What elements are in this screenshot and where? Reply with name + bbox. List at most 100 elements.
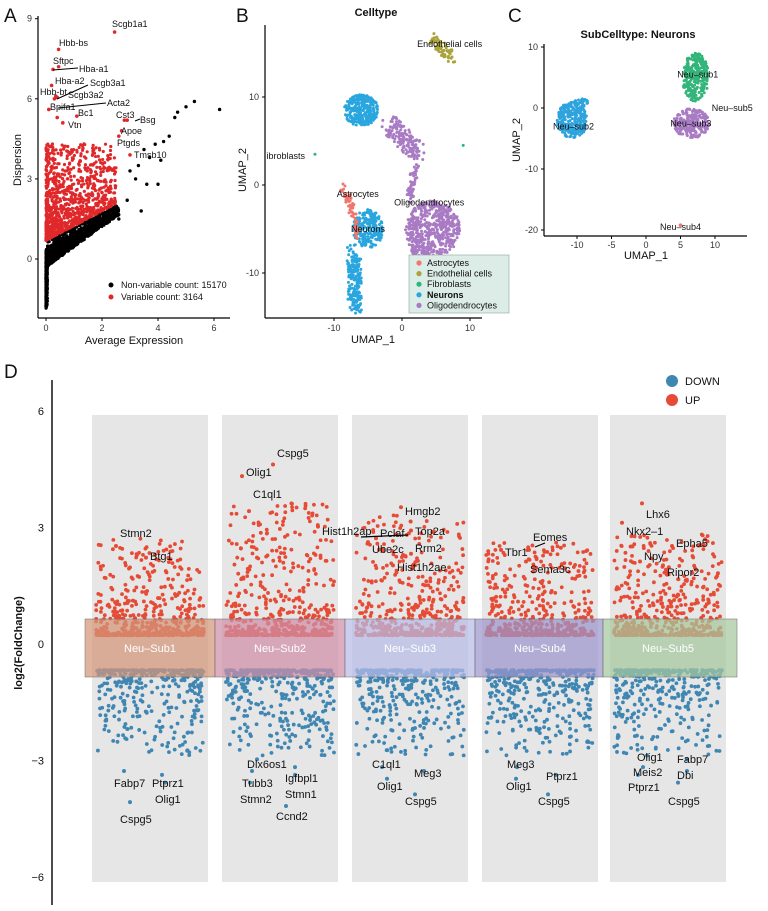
oligodendrocyte-cell: [410, 243, 414, 247]
up-gene-point: [134, 602, 139, 607]
neuron-cell: [374, 237, 378, 241]
up-gene-point: [179, 611, 184, 616]
variable-point: [44, 238, 48, 242]
oligodendrocyte-cell: [401, 141, 405, 145]
oligodendrocyte-cell: [437, 236, 441, 240]
gene-label: Scgb3a1: [90, 78, 126, 88]
x-tick-label: -10: [570, 240, 583, 250]
variable-point: [56, 211, 60, 215]
nonvariable-point: [44, 270, 48, 274]
variable-point: [91, 149, 95, 153]
neuron-cell: [363, 220, 367, 224]
nonvariable-point: [44, 273, 48, 278]
neuron-cell: [348, 265, 352, 269]
neuron-cell: [364, 100, 368, 104]
astrocyte-cell: [352, 212, 356, 216]
endothelial-cell: [432, 32, 436, 36]
oligodendrocyte-cell: [411, 220, 415, 224]
neu-sub2-cell: [563, 131, 567, 135]
nonvariable-point: [173, 115, 177, 120]
oligodendrocyte-cell: [426, 244, 430, 248]
variable-point: [64, 197, 68, 201]
neuron-cell: [369, 235, 373, 239]
oligodendrocyte-cell: [450, 242, 454, 246]
neu-sub2-cell: [562, 108, 566, 112]
neu-sub2-cell: [577, 98, 581, 102]
neuron-cell: [369, 245, 373, 249]
oligodendrocyte-cell: [438, 247, 442, 251]
oligodendrocyte-cell: [417, 139, 421, 143]
variable-point: [92, 182, 96, 186]
variable-point: [57, 207, 61, 211]
oligodendrocyte-cell: [440, 220, 444, 224]
oligodendrocyte-cell: [444, 236, 448, 240]
panel-label-d: D: [4, 362, 18, 383]
variable-point: [97, 158, 102, 162]
panel-b-celltype-umap: Endothelial cellsFibroblastsAstrocytesOl…: [237, 7, 510, 346]
variable-point: [93, 154, 98, 159]
variable-point: [70, 182, 75, 187]
variable-point: [45, 235, 49, 239]
variable-point: [68, 161, 72, 165]
cluster-label: Fibroblasts: [261, 151, 306, 161]
neuron-cell: [345, 108, 349, 112]
oligodendrocyte-cell: [410, 213, 414, 217]
variable-point: [81, 197, 85, 201]
oligodendrocyte-cell: [441, 232, 445, 236]
nonvariable-point: [128, 169, 132, 173]
neuron-cell: [375, 108, 379, 112]
neu-sub1-cell: [682, 79, 686, 83]
gene-label: Bsg: [140, 115, 156, 125]
nonvariable-point: [47, 254, 51, 259]
oligodendrocyte-cell: [404, 228, 408, 232]
oligodendrocyte-cell: [416, 154, 420, 158]
oligodendrocyte-cell: [437, 240, 441, 244]
variable-point: [69, 178, 73, 182]
variable-point: [45, 198, 49, 202]
panel-label-a: A: [4, 6, 17, 27]
oligodendrocyte-cell: [387, 128, 391, 132]
variable-point: [77, 215, 81, 219]
neuron-cell: [343, 113, 347, 117]
variable-point: [101, 157, 105, 162]
neu-sub1-cell: [701, 84, 705, 88]
oligodendrocyte-cell: [395, 127, 399, 131]
nonvariable-point: [80, 227, 84, 231]
nonvariable-point: [84, 220, 88, 224]
nonvariable-point: [56, 251, 60, 256]
neuron-cell: [347, 104, 351, 108]
oligodendrocyte-cell: [416, 149, 420, 153]
labeled-gene-point: [128, 153, 132, 157]
nonvariable-point: [50, 251, 54, 255]
gene-label: Scgb1a1: [112, 19, 148, 29]
labeled-gene-point: [56, 47, 61, 52]
variable-point: [66, 144, 70, 149]
oligodendrocyte-cell: [402, 124, 406, 128]
variable-point: [108, 152, 113, 157]
oligodendrocyte-cell: [445, 239, 449, 243]
variable-point: [62, 216, 66, 220]
nonvariable-point: [83, 228, 87, 233]
cluster-label: Neu–sub5: [712, 103, 753, 113]
oligodendrocyte-cell: [437, 209, 441, 213]
oligodendrocyte-cell: [394, 120, 398, 124]
nonvariable-point: [79, 239, 83, 243]
neu-sub3-cell: [698, 109, 702, 113]
variable-point: [44, 172, 48, 176]
oligodendrocyte-cell: [415, 228, 419, 232]
neuron-cell: [350, 296, 354, 300]
oligodendrocyte-cell: [456, 227, 460, 231]
variable-point: [90, 194, 94, 198]
variable-point: [63, 192, 67, 196]
variable-point: [69, 151, 73, 155]
oligodendrocyte-cell: [397, 120, 401, 124]
neu-sub1-cell: [684, 91, 688, 95]
neuron-cell: [363, 111, 367, 115]
oligodendrocyte-cell: [413, 170, 417, 174]
variable-point: [79, 152, 83, 156]
neuron-cell: [360, 115, 364, 119]
oligodendrocyte-cell: [425, 214, 429, 218]
neu-sub3-cell: [684, 130, 688, 134]
neu-sub2-cell: [580, 98, 584, 102]
